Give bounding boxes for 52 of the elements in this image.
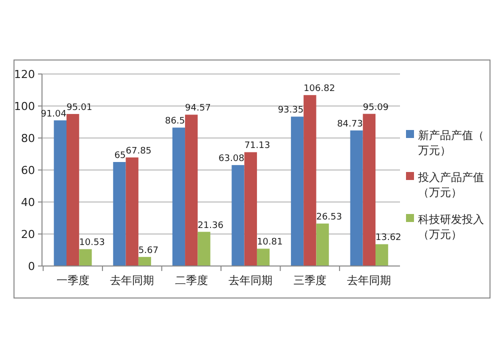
data-label: 65	[114, 151, 126, 161]
y-tick-label: 40	[21, 196, 35, 209]
bar	[232, 165, 244, 266]
data-label: 93.35	[278, 106, 304, 116]
data-label: 71.13	[244, 141, 270, 152]
y-tick-label: 100	[14, 100, 35, 113]
legend-label: 科技研发投入（万元）	[418, 213, 484, 241]
bar	[185, 114, 198, 266]
data-label: 21.36	[198, 220, 224, 231]
bar	[138, 256, 152, 266]
bar	[350, 130, 363, 266]
bar	[244, 152, 257, 266]
x-tick-label: 去年同期	[347, 274, 392, 287]
bar	[198, 232, 210, 266]
bar	[304, 95, 316, 266]
bar	[113, 162, 126, 266]
data-label: 26.53	[316, 212, 342, 223]
x-tick-label: 三季度	[293, 274, 326, 287]
data-label: 63.08	[218, 154, 245, 164]
y-tick-label: 20	[21, 228, 35, 241]
bar	[79, 249, 92, 266]
data-label: 84.73	[337, 119, 363, 130]
data-label: 91.04	[40, 109, 67, 120]
bar	[376, 244, 388, 266]
data-label: 67.85	[126, 146, 152, 156]
y-tick-label: 60	[21, 164, 35, 177]
data-label: 10.81	[256, 238, 283, 248]
data-label: 10.53	[79, 238, 105, 248]
bar	[362, 114, 376, 266]
legend-label: 投入产品产值（万元）	[417, 171, 484, 199]
data-label: 106.82	[304, 84, 336, 94]
bar	[66, 114, 80, 266]
y-tick-label: 120	[14, 68, 35, 81]
data-label: 86.5	[164, 116, 186, 127]
x-tick-label: 去年同期	[228, 274, 273, 287]
bar	[290, 116, 304, 266]
bar	[256, 248, 270, 266]
data-label: 95.01	[66, 102, 92, 113]
data-label: 13.62	[376, 233, 402, 244]
data-label: 94.57	[185, 104, 211, 114]
y-tick-label: 80	[21, 132, 35, 145]
x-tick-label: 二季度	[174, 274, 208, 287]
bar	[172, 128, 186, 266]
x-tick-label: 一季度	[56, 274, 90, 287]
bar	[126, 157, 138, 266]
data-label: 5.67	[138, 246, 158, 256]
y-tick-label: 0	[28, 260, 35, 273]
bar	[54, 120, 66, 266]
data-label: 95.09	[362, 102, 389, 113]
x-tick-label: 去年同期	[110, 274, 154, 287]
legend-label: 新产品产值（万元）	[418, 129, 484, 157]
bar	[316, 224, 329, 266]
